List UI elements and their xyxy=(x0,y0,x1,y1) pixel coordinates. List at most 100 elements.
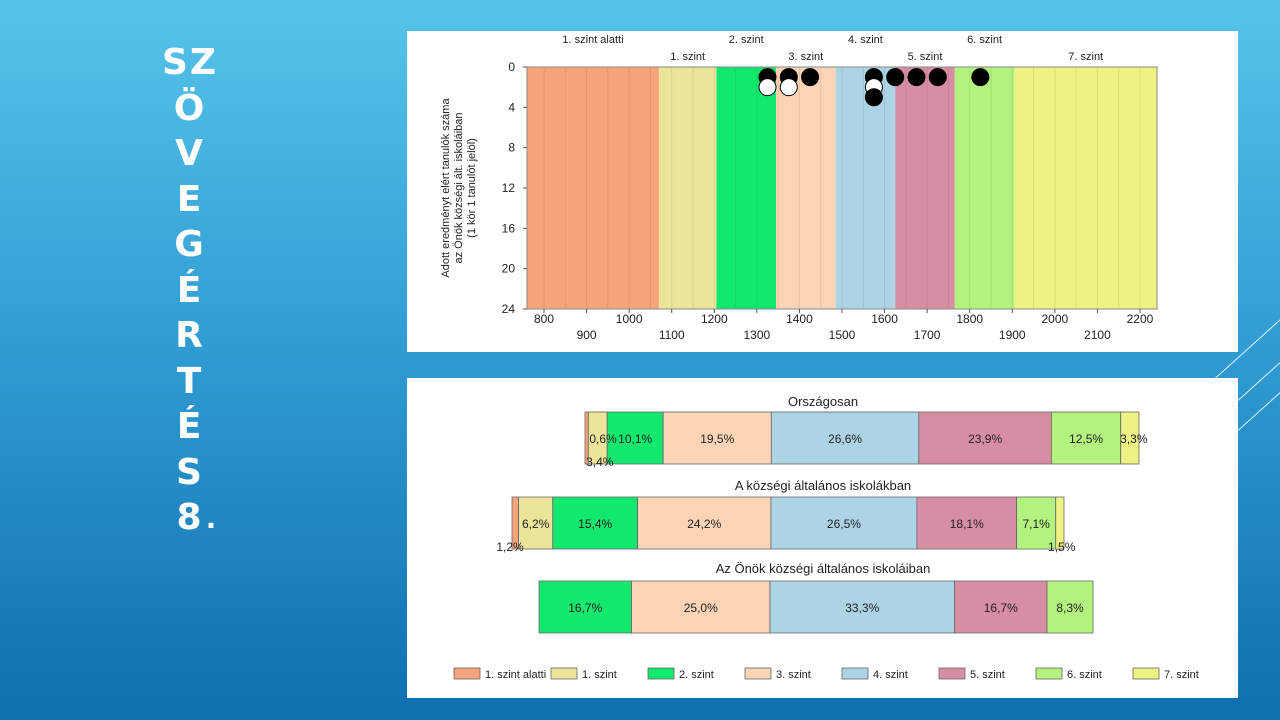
student-point xyxy=(779,78,798,97)
legend-swatch xyxy=(938,667,966,680)
title-letter: G xyxy=(174,224,206,265)
legend-swatch xyxy=(453,667,481,680)
y-tick-label: 24 xyxy=(502,302,516,316)
band-label: 6. szint xyxy=(967,34,1002,46)
bar-row-title: Országosan xyxy=(788,394,858,409)
x-tick-label: 800 xyxy=(534,312,554,326)
x-tick-label: 1400 xyxy=(786,312,813,326)
legend-swatch xyxy=(647,667,675,680)
bar-segment xyxy=(1046,580,1094,634)
student-point xyxy=(928,68,947,87)
x-tick-label: 2000 xyxy=(1041,312,1068,326)
level-band xyxy=(658,67,717,309)
legend-label: 4. szint xyxy=(873,669,908,681)
student-point xyxy=(907,68,926,87)
bar-segment xyxy=(518,496,554,550)
bar-data-label: 6,2% xyxy=(522,517,550,531)
legend-label: 5. szint xyxy=(970,669,1005,681)
bar-data-label: 10,1% xyxy=(618,432,652,446)
title-letter: 8 xyxy=(176,497,204,538)
y-tick-label: 8 xyxy=(508,141,515,155)
legend-label: 2. szint xyxy=(679,669,714,681)
legend-label: 6. szint xyxy=(1067,669,1102,681)
x-tick-label: 1000 xyxy=(616,312,643,326)
band-label: 5. szint xyxy=(908,51,943,63)
student-point xyxy=(971,68,990,87)
title-letter: É xyxy=(176,406,204,447)
bar-data-label: 8,3% xyxy=(1056,601,1084,615)
title-letter: S xyxy=(176,451,204,493)
x-tick-label: 1700 xyxy=(914,328,941,342)
bar-segment xyxy=(1055,496,1065,550)
bar-segment xyxy=(770,496,918,550)
bar-data-label: 19,5% xyxy=(700,432,734,446)
bar-segment xyxy=(916,496,1018,550)
bar-segment xyxy=(631,580,771,634)
bar-segment xyxy=(637,496,772,550)
bar-row-title: Az Önök községi általános iskoláiban xyxy=(716,561,931,576)
stacked-bar-chart-panel: Országosan 0,6% 3,4% 10,1% 19,5% 26,6% 23,9% 12… xyxy=(407,378,1238,698)
level-band xyxy=(776,67,836,309)
level-band xyxy=(835,67,896,309)
bar-segment xyxy=(769,580,955,634)
legend-label: 1. szint alatti xyxy=(485,669,546,681)
x-tick-label: 1500 xyxy=(829,328,856,342)
legend-label: 7. szint xyxy=(1164,669,1199,681)
bar-segment xyxy=(606,411,664,465)
title-letter: É xyxy=(176,269,204,311)
band-label: 1. szint alatti xyxy=(562,34,623,46)
legend-swatch xyxy=(1132,667,1160,680)
y-tick-label: 20 xyxy=(502,262,516,276)
decorative-line xyxy=(1237,319,1280,401)
x-tick-label: 900 xyxy=(577,328,597,342)
level-band xyxy=(1014,67,1157,309)
bar-data-label: 7,1% xyxy=(1022,517,1050,531)
band-label: 2. szint xyxy=(729,34,764,46)
slide-title: SZ Ö V E G É R T É S 8. xyxy=(150,40,230,541)
bar-data-label: 3,3% xyxy=(1120,432,1148,446)
bar-data-label: 3,4% xyxy=(586,455,614,469)
bar-segment xyxy=(770,411,920,465)
bar-row-title: A községi általános iskolákban xyxy=(735,478,911,493)
y-axis-label-line: Adott eredményt elért tanulók száma xyxy=(440,98,452,278)
bar-data-label: 33,3% xyxy=(845,601,879,615)
title-letter: T xyxy=(176,360,204,402)
title-letter: R xyxy=(175,315,205,356)
student-point xyxy=(864,88,883,107)
bar-data-label: 1,2% xyxy=(496,540,524,554)
level-band xyxy=(716,67,777,309)
legend-swatch xyxy=(841,667,869,680)
bar-data-label: 15,4% xyxy=(578,517,612,531)
band-label: 4. szint xyxy=(848,34,883,46)
stacked-bar-chart: Országosan 0,6% 3,4% 10,1% 19,5% 26,6% 23,9% 12… xyxy=(453,394,1199,681)
legend-swatch xyxy=(744,667,772,680)
x-tick-label: 1200 xyxy=(701,312,728,326)
bar-data-label: 26,5% xyxy=(827,517,861,531)
x-tick-label: 1600 xyxy=(871,312,898,326)
student-point xyxy=(758,78,777,97)
band-label: 3. szint xyxy=(788,51,823,63)
bar-data-label: 23,9% xyxy=(968,432,1002,446)
x-tick-label: 1100 xyxy=(659,328,685,342)
scatter-chart-panel: 1. szint alatti 1. szint 2. szint 3. szint 4… xyxy=(407,31,1238,352)
bar-data-label: 16,7% xyxy=(568,601,602,615)
bar-segment xyxy=(918,411,1052,465)
bar-data-label: 1,5% xyxy=(1048,540,1076,554)
bar-segment xyxy=(1050,411,1122,465)
y-axis-label: Adott eredményt elért tanulók számaaz Ön… xyxy=(440,98,478,278)
title-letter: V xyxy=(175,133,205,174)
band-label: 7. szint xyxy=(1068,51,1103,63)
legend-swatch xyxy=(1035,667,1063,680)
y-tick-label: 0 xyxy=(508,60,515,74)
title-letter: SZ xyxy=(161,42,219,83)
bar-segment xyxy=(954,580,1048,634)
title-letter: E xyxy=(176,178,204,220)
legend-swatch xyxy=(550,667,578,680)
x-tick-label: 1900 xyxy=(999,328,1026,342)
bar-segment xyxy=(662,411,772,465)
title-letter: Ö xyxy=(173,87,207,129)
bar-segment xyxy=(1120,411,1140,465)
x-tick-label: 1300 xyxy=(744,328,771,342)
y-axis-label-line: (1 kör 1 tanulót jelöl) xyxy=(466,138,478,238)
y-axis-label-line: az Önök községi ált. iskoláiban xyxy=(453,112,465,263)
